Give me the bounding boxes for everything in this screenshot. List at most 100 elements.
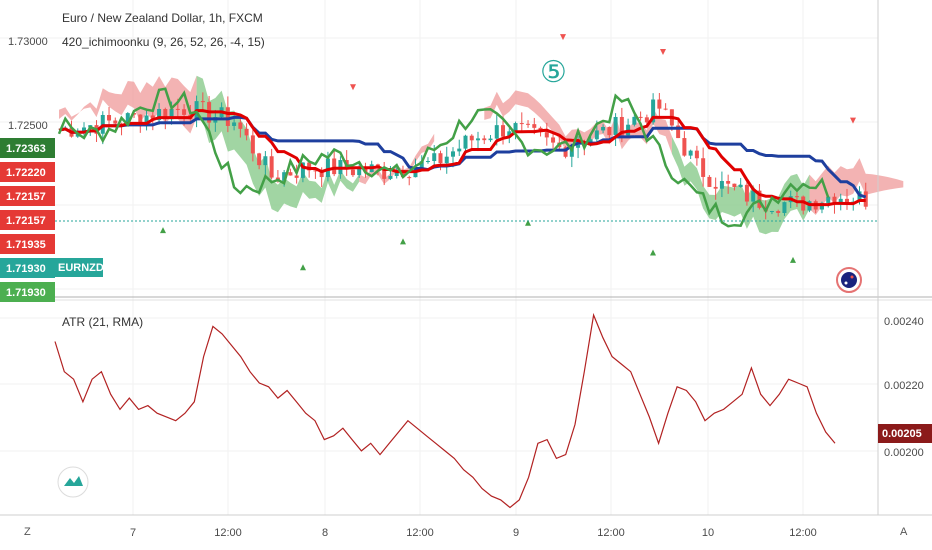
arrow-down-1 <box>560 34 566 41</box>
candle-body-81 <box>563 147 568 157</box>
candle-body-92 <box>632 116 637 125</box>
candle-body-106 <box>719 181 724 189</box>
x-tick-1: 12:00 <box>214 527 242 539</box>
candle-body-105 <box>713 186 718 189</box>
candle-body-30 <box>244 128 249 136</box>
candle-body-29 <box>238 122 243 129</box>
price-tag-bg-4 <box>0 234 55 254</box>
candle-body-44 <box>332 158 337 175</box>
atr-series <box>54 312 836 509</box>
candle-body-34 <box>269 156 274 178</box>
candle-body-123 <box>826 196 831 203</box>
candle-body-114 <box>769 211 774 213</box>
candle-body-66 <box>469 135 474 141</box>
candle-body-56 <box>407 177 412 179</box>
candle-body-53 <box>388 175 393 179</box>
candle-body-96 <box>657 99 662 109</box>
candle-body-86 <box>594 130 599 140</box>
grid <box>0 0 878 515</box>
candle-body-116 <box>782 202 787 214</box>
candle-body-122 <box>819 202 824 210</box>
candle-body-125 <box>838 198 843 205</box>
candle-body-42 <box>319 170 324 178</box>
price-tag-0: 1.72363 <box>6 143 46 155</box>
indicator-lines <box>57 87 867 228</box>
candle-body-64 <box>457 148 462 152</box>
x-tick-4: 9 <box>513 527 519 539</box>
x-tick-2: 8 <box>322 527 328 539</box>
zoom-left-label: Z <box>24 526 31 538</box>
candle-body-61 <box>438 153 443 164</box>
arrow-up-0 <box>160 227 166 234</box>
candle-body-38 <box>294 175 299 178</box>
candle-body-67 <box>476 138 481 141</box>
price-tag-bg-6 <box>0 282 55 302</box>
candle-body-60 <box>432 153 437 162</box>
price-tag-5: 1.71930 <box>6 263 46 275</box>
chart-title: Euro / New Zealand Dollar, 1h, FXCM <box>62 11 263 25</box>
candle-body-79 <box>551 137 556 143</box>
candle-body-72 <box>507 131 512 137</box>
kijun-line <box>58 115 867 199</box>
candle-body-17 <box>163 109 168 120</box>
x-tick-0: 7 <box>130 527 136 539</box>
candle-body-103 <box>701 158 706 177</box>
candle-body-32 <box>257 153 262 166</box>
candle-body-76 <box>532 124 537 128</box>
candle-body-87 <box>601 126 606 131</box>
candle-body-14 <box>144 115 149 127</box>
candle-body-37 <box>288 172 293 176</box>
atr-title: ATR (21, RMA) <box>62 315 143 329</box>
arrow-up-4 <box>650 249 656 256</box>
candle-body-99 <box>676 125 681 139</box>
candle-body-109 <box>738 184 743 188</box>
arrow-down-3 <box>850 117 856 124</box>
candle-body-90 <box>619 116 624 136</box>
candle-body-124 <box>832 196 837 205</box>
indicator-label: 420_ichimoonku (9, 26, 52, 26, -4, 15) <box>62 35 265 49</box>
zoom-left-button[interactable] <box>18 520 40 542</box>
price-tag-4: 1.71935 <box>6 239 46 251</box>
arrow-up-3 <box>525 219 531 226</box>
candle-body-8 <box>107 115 112 121</box>
price-tag-3: 1.72157 <box>6 215 46 227</box>
candle-body-16 <box>157 109 162 121</box>
zoom-right-label: A <box>900 526 908 538</box>
atr-line <box>54 312 836 509</box>
cloud-segment-1 <box>196 75 360 213</box>
candle-body-71 <box>501 125 506 137</box>
candle-body-102 <box>694 150 699 159</box>
candle-body-47 <box>350 169 355 176</box>
candle-body-101 <box>688 150 693 156</box>
candle-body-83 <box>576 144 581 148</box>
price-tag-bg-1 <box>0 162 55 182</box>
candle-body-68 <box>482 138 487 141</box>
candle-body-20 <box>182 109 187 115</box>
candle-body-107 <box>726 181 731 184</box>
atr-last-value-label: 0.00205 <box>882 428 922 440</box>
candle-body-95 <box>651 99 656 123</box>
candle-body-52 <box>382 167 387 179</box>
signal-arrows <box>160 34 856 271</box>
atr-last-value-tag <box>878 424 932 443</box>
candle-body-19 <box>175 108 180 110</box>
candle-body-115 <box>776 211 781 214</box>
x-tick-3: 12:00 <box>406 527 434 539</box>
candle-body-59 <box>425 161 430 163</box>
candle-body-75 <box>526 123 531 125</box>
flag-icon[interactable] <box>836 267 862 293</box>
candle-body-28 <box>232 122 237 126</box>
candle-body-126 <box>844 198 849 203</box>
price-tag-1: 1.72220 <box>6 167 46 179</box>
candle-body-49 <box>363 167 368 173</box>
candle-body-18 <box>169 108 174 120</box>
candle-body-13 <box>138 114 143 127</box>
y-tick-main-0: 1.73000 <box>8 36 48 48</box>
candle-body-63 <box>450 151 455 157</box>
tradingview-logo-icon[interactable] <box>57 466 89 498</box>
zoom-right-button[interactable] <box>894 520 916 542</box>
symbol-badge-label: EURNZD <box>58 262 104 274</box>
candle-body-27 <box>225 107 230 126</box>
